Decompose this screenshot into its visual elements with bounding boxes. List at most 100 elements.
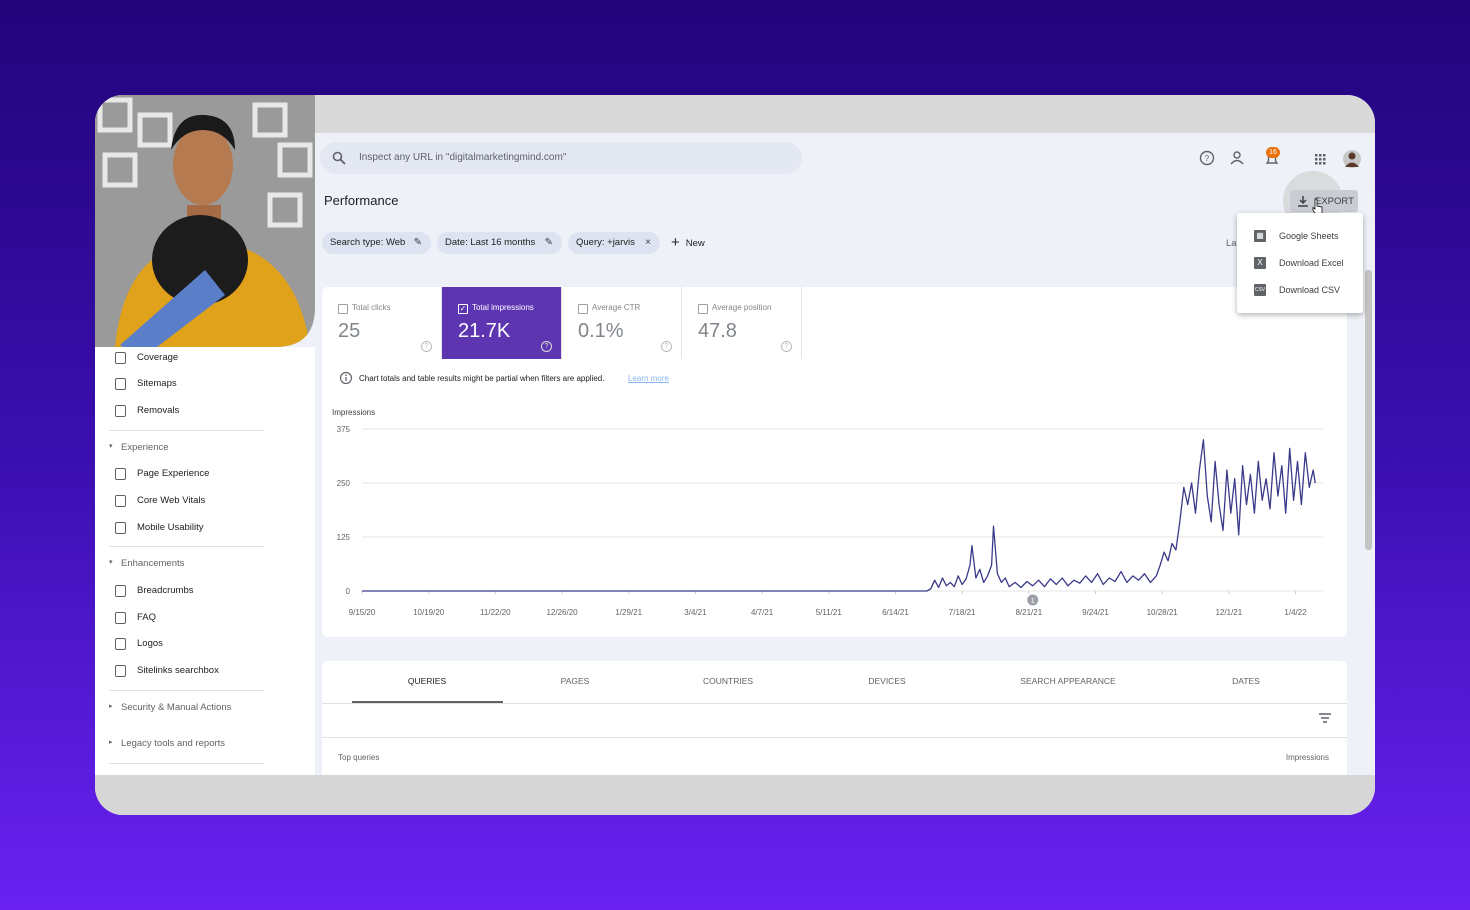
nav-icon <box>115 495 126 507</box>
active-tab-indicator <box>352 701 503 703</box>
x-tick-label: 4/7/21 <box>751 608 774 617</box>
scrollbar-thumb[interactable] <box>1365 270 1372 550</box>
menu-item[interactable]: X Download Excel <box>1237 250 1363 276</box>
help-icon[interactable] <box>1199 150 1215 166</box>
nav-item[interactable]: Sitelinks searchbox <box>137 665 219 676</box>
nav-section[interactable]: Security & Manual Actions <box>121 702 232 713</box>
new-filter-button[interactable]: + New <box>671 232 705 254</box>
divider <box>109 546 264 547</box>
filter-chip[interactable]: Search type: Web ✎ <box>322 232 431 254</box>
filter-chip[interactable]: Date: Last 16 months ✎ <box>437 232 562 254</box>
metric-value: 21.7K <box>458 320 511 342</box>
webcam-video <box>95 95 315 347</box>
svg-text:?: ? <box>1205 154 1210 163</box>
x-tick-label: 3/4/21 <box>684 608 707 617</box>
new-label: New <box>685 238 705 249</box>
menu-item[interactable]: CSV Download CSV <box>1237 277 1363 303</box>
apps-icon[interactable] <box>1315 154 1326 165</box>
toolbar-icons: ? <box>1199 150 1361 168</box>
y-tick-label: 125 <box>337 533 351 542</box>
divider <box>109 763 264 764</box>
nav-item[interactable]: Mobile Usability <box>137 522 204 533</box>
y-tick-label: 0 <box>346 587 351 596</box>
caret: ▾ <box>109 443 113 450</box>
x-tick-label: 7/18/21 <box>949 608 976 617</box>
filter-icon[interactable] <box>1318 713 1332 723</box>
y-axis-label: Impressions <box>332 408 375 417</box>
export-button[interactable]: EXPORT <box>1290 190 1358 212</box>
browser-window: Inspect any URL in "digitalmarketingmind… <box>95 95 1375 815</box>
search-bar[interactable]: Inspect any URL in "digitalmarketingmind… <box>320 142 802 174</box>
x-tick-label: 5/11/21 <box>816 608 843 617</box>
metric-card[interactable]: ✓ Total impressions 21.7K? <box>442 287 562 359</box>
nav-item[interactable]: Page Experience <box>137 468 210 479</box>
tab[interactable]: PAGES <box>560 676 590 686</box>
tab[interactable]: SEARCH APPEARANCE <box>1020 676 1116 686</box>
nav-item[interactable]: Removals <box>137 405 180 416</box>
x-tick-label: 1/29/21 <box>615 608 642 617</box>
x-tick-label: 10/19/20 <box>413 608 445 617</box>
help-icon: ? <box>661 341 672 352</box>
filter-chip[interactable]: Query: +jarvis × <box>568 232 660 254</box>
nav-item[interactable]: Coverage <box>137 352 179 363</box>
nav-item[interactable]: Breadcrumbs <box>137 585 194 596</box>
divider <box>109 690 264 691</box>
metric-card[interactable]: Total clicks 25? <box>322 287 442 359</box>
menu-item[interactable]: ▦ Google Sheets <box>1237 223 1363 249</box>
nav-icon <box>115 468 126 480</box>
nav-item[interactable]: Sitemaps <box>137 378 177 389</box>
nav-icon <box>115 612 126 624</box>
edit-icon: ✎ <box>413 237 422 248</box>
nav-icon <box>115 522 126 534</box>
learn-more-link[interactable]: Learn more <box>628 374 669 383</box>
caret: ▸ <box>109 739 113 746</box>
nav-item[interactable]: FAQ <box>137 612 157 623</box>
checkbox <box>698 304 708 314</box>
notice-text: Chart totals and table results might be … <box>359 374 605 383</box>
x-tick-label: 1/4/22 <box>1284 608 1307 617</box>
nav-section[interactable]: Experience <box>121 442 169 453</box>
metric-label: Average CTR <box>592 303 641 312</box>
metric-value: 25 <box>338 320 361 342</box>
caret: ▾ <box>109 559 113 566</box>
bottom-bar <box>95 775 1375 815</box>
tab[interactable]: DATES <box>1232 676 1260 686</box>
nav-icon <box>115 665 126 677</box>
checkbox <box>338 304 348 314</box>
metric-card[interactable]: Average position 47.8? <box>682 287 802 359</box>
tab[interactable]: COUNTRIES <box>702 676 754 686</box>
metric-card[interactable]: Average CTR 0.1%? <box>562 287 682 359</box>
x-tick-label: 9/15/20 <box>349 608 376 617</box>
divider <box>109 430 264 431</box>
search-placeholder: Inspect any URL in "digitalmarketingmind… <box>359 152 567 163</box>
x-tick-label: 11/22/20 <box>480 608 511 617</box>
nav-icon <box>115 638 126 650</box>
users-icon[interactable] <box>1233 151 1241 159</box>
nav-section[interactable]: Enhancements <box>121 558 185 569</box>
download-icon <box>1298 196 1308 207</box>
menu-label: Google Sheets <box>1279 231 1339 241</box>
x-tick-label: 8/21/21 <box>1015 608 1042 617</box>
annotation-marker[interactable] <box>1027 594 1039 606</box>
nav-section[interactable]: Legacy tools and reports <box>121 738 226 749</box>
nav-item[interactable]: Core Web Vitals <box>137 495 206 506</box>
x-tick-label: 9/24/21 <box>1082 608 1109 617</box>
nav-icon <box>115 378 126 390</box>
menu-icon: ▦ <box>1254 230 1266 242</box>
impressions-line <box>362 439 1316 592</box>
checkbox <box>578 304 588 314</box>
tab[interactable]: DEVICES <box>868 676 906 686</box>
checkbox: ✓ <box>458 304 468 314</box>
nav-icon <box>115 352 126 364</box>
y-tick-label: 250 <box>337 479 351 488</box>
nav-icon <box>115 585 126 597</box>
sidebar: Coverage Sitemaps Removals ▾ Experience Page … <box>95 347 315 775</box>
annotation-label: 1 <box>1031 598 1035 605</box>
help-icon: ? <box>781 341 792 352</box>
metric-label: Total impressions <box>472 303 534 312</box>
y-tick-label: 375 <box>337 425 351 434</box>
x-tick-label: 12/1/21 <box>1216 608 1243 617</box>
tab[interactable]: QUERIES <box>407 676 447 686</box>
metric-value: 0.1% <box>578 320 624 342</box>
nav-item[interactable]: Logos <box>137 638 163 649</box>
